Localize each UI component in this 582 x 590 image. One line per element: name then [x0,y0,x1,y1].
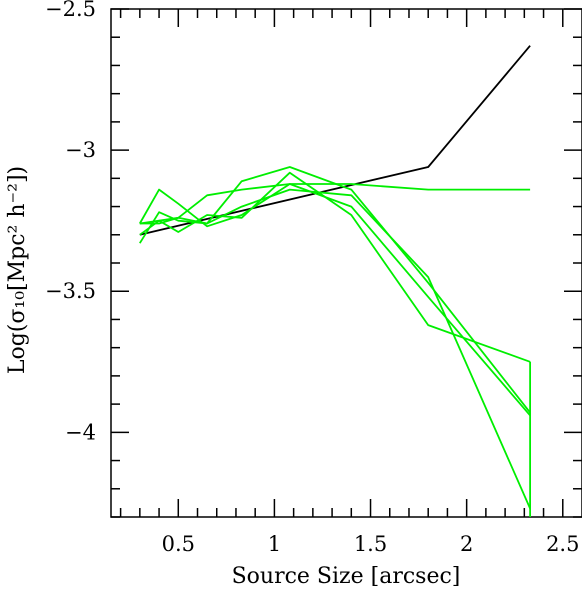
tick-labels: 0.5 1 1.5 2 2.5 −4 −3.5 −3 −2.5 [45,0,579,556]
axis-ticks [111,8,582,518]
x-tick-label: 2.5 [546,532,579,556]
x-tick-label: 1.5 [354,532,387,556]
x-axis-label: Source Size [arcsec] [232,564,461,589]
y-axis-label: Log(σ₁₀[Mpc² h⁻²]) [5,166,30,374]
series-line-4 [139,171,531,363]
x-tick-label: 0.5 [162,532,195,556]
y-tick-label: −3 [65,138,96,162]
y-tick-label: −4 [65,420,96,444]
series-lines [139,45,531,517]
series-line-5 [139,188,531,509]
plot-frame [110,8,582,518]
y-tick-label: −2.5 [45,0,96,21]
x-tick-label: 1 [268,532,281,556]
series-line-3 [139,183,531,416]
series-line-0 [139,45,531,236]
series-line-1 [139,183,531,228]
series-line-2 [139,166,531,414]
y-tick-label: −3.5 [45,279,96,303]
x-tick-label: 2 [460,532,473,556]
